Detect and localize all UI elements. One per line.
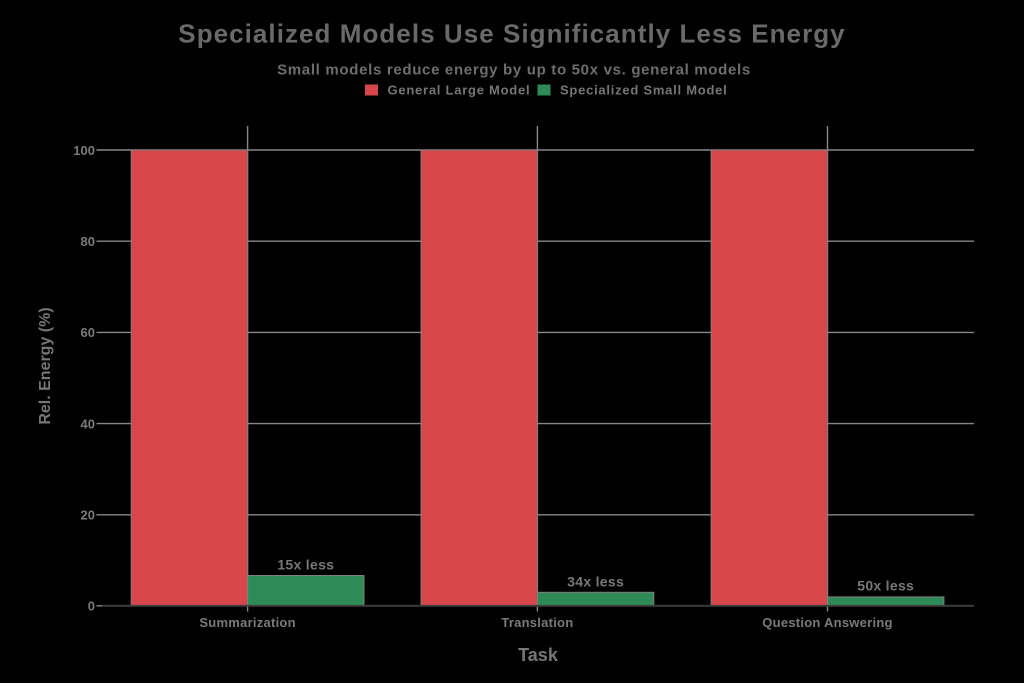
svg-text:60: 60	[81, 325, 95, 340]
svg-text:40: 40	[81, 416, 95, 431]
svg-text:34x less: 34x less	[567, 574, 624, 590]
svg-text:100: 100	[73, 143, 95, 158]
svg-text:80: 80	[81, 234, 95, 249]
svg-text:Specialized Small Model: Specialized Small Model	[560, 83, 728, 98]
svg-text:50x less: 50x less	[857, 578, 914, 594]
svg-text:0: 0	[88, 599, 95, 614]
svg-text:Question Answering: Question Answering	[762, 615, 892, 630]
svg-text:Summarization: Summarization	[199, 615, 295, 630]
svg-text:20: 20	[81, 508, 95, 523]
svg-text:Rel. Energy (%): Rel. Energy (%)	[37, 307, 54, 424]
svg-text:Specialized Models Use Signifi: Specialized Models Use Significantly Les…	[178, 18, 845, 48]
svg-text:General Large Model: General Large Model	[388, 83, 531, 98]
svg-text:Small models reduce energy by: Small models reduce energy by up to 50x …	[277, 62, 751, 79]
svg-text:Task: Task	[518, 645, 559, 665]
svg-text:Translation: Translation	[501, 615, 573, 630]
svg-text:15x less: 15x less	[277, 557, 334, 573]
